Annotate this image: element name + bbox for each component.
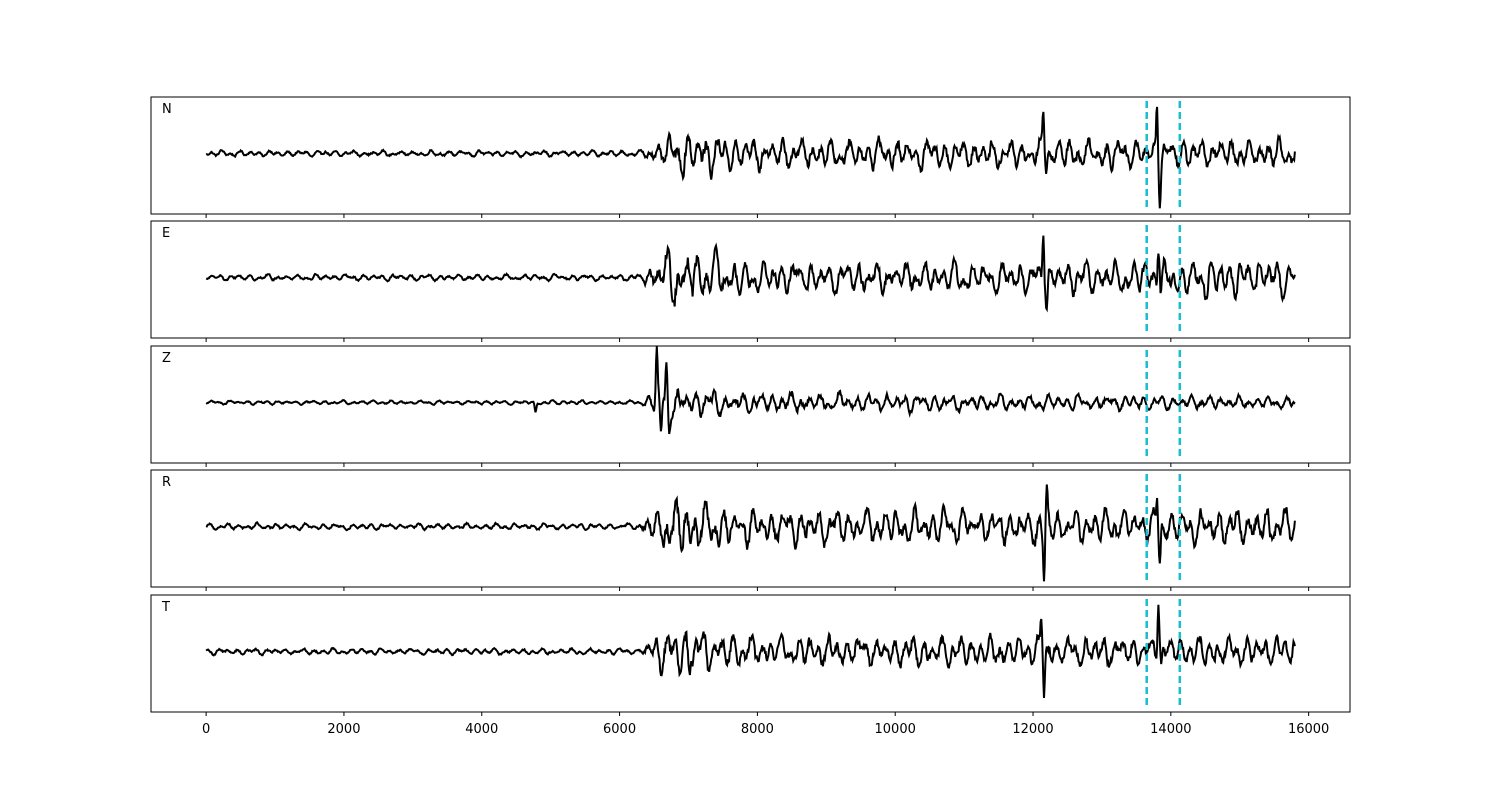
panel-e: E xyxy=(150,220,1351,342)
x-tick-label: 8000 xyxy=(741,722,774,737)
panel-label: N xyxy=(162,102,172,117)
x-tick-label: 0 xyxy=(202,722,210,737)
panel-label: Z xyxy=(162,351,171,366)
waveform-t xyxy=(205,604,1296,698)
waveform-e xyxy=(205,235,1296,313)
x-tick-label: 6000 xyxy=(603,722,636,737)
waveform-n xyxy=(205,106,1296,209)
x-tick-label: 12000 xyxy=(1012,722,1053,737)
waveform-z xyxy=(205,346,1296,435)
panel-frame xyxy=(150,220,1351,339)
panel-frame xyxy=(150,96,1351,215)
panel-r: R xyxy=(150,469,1351,591)
panel-label: R xyxy=(162,475,171,490)
x-tick-label: 14000 xyxy=(1150,722,1191,737)
waveform-r xyxy=(205,484,1296,582)
panel-label: E xyxy=(162,226,170,241)
x-tick-label: 4000 xyxy=(465,722,498,737)
panel-t: T xyxy=(150,594,1351,716)
x-tick-label: 10000 xyxy=(875,722,916,737)
panel-frame xyxy=(150,594,1351,713)
x-tick-label: 2000 xyxy=(327,722,360,737)
panel-n: N xyxy=(150,96,1351,218)
x-tick-label: 16000 xyxy=(1288,722,1329,737)
panel-frame xyxy=(150,469,1351,588)
panel-z: Z xyxy=(150,345,1351,467)
panel-frame xyxy=(150,345,1351,464)
panel-label: T xyxy=(161,600,170,615)
